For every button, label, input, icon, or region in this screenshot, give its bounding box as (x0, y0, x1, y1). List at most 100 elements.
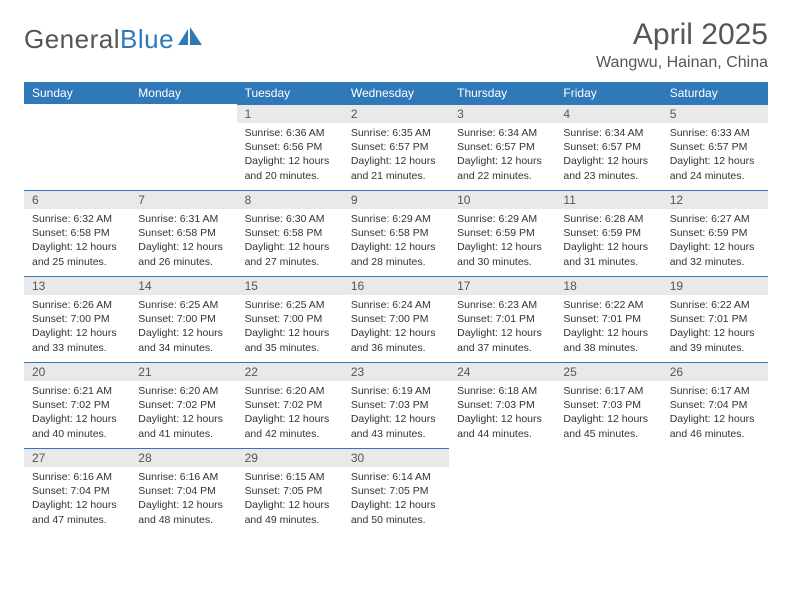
day-header: Thursday (449, 82, 555, 104)
day-number: 4 (555, 104, 661, 123)
sunrise-text: Sunrise: 6:32 AM (32, 212, 122, 226)
daylight-text: Daylight: 12 hours and 30 minutes. (457, 240, 547, 268)
sunrise-text: Sunrise: 6:36 AM (245, 126, 335, 140)
sunset-text: Sunset: 7:03 PM (351, 398, 441, 412)
day-number: 11 (555, 190, 661, 209)
sunrise-text: Sunrise: 6:35 AM (351, 126, 441, 140)
day-details: Sunrise: 6:19 AMSunset: 7:03 PMDaylight:… (343, 381, 449, 445)
calendar-day-cell: 3Sunrise: 6:34 AMSunset: 6:57 PMDaylight… (449, 104, 555, 190)
daylight-text: Daylight: 12 hours and 41 minutes. (138, 412, 228, 440)
calendar-day-cell: 20Sunrise: 6:21 AMSunset: 7:02 PMDayligh… (24, 362, 130, 448)
calendar-day-cell: 29Sunrise: 6:15 AMSunset: 7:05 PMDayligh… (237, 448, 343, 534)
day-number: 29 (237, 448, 343, 467)
sunrise-text: Sunrise: 6:25 AM (138, 298, 228, 312)
calendar-day-cell: 26Sunrise: 6:17 AMSunset: 7:04 PMDayligh… (662, 362, 768, 448)
sunrise-text: Sunrise: 6:18 AM (457, 384, 547, 398)
day-number: 26 (662, 362, 768, 381)
daylight-text: Daylight: 12 hours and 26 minutes. (138, 240, 228, 268)
day-details: Sunrise: 6:16 AMSunset: 7:04 PMDaylight:… (24, 467, 130, 531)
daylight-text: Daylight: 12 hours and 40 minutes. (32, 412, 122, 440)
sunset-text: Sunset: 7:00 PM (245, 312, 335, 326)
sunrise-text: Sunrise: 6:27 AM (670, 212, 760, 226)
sunset-text: Sunset: 6:59 PM (457, 226, 547, 240)
sunrise-text: Sunrise: 6:19 AM (351, 384, 441, 398)
calendar-day-cell: 11Sunrise: 6:28 AMSunset: 6:59 PMDayligh… (555, 190, 661, 276)
day-details: Sunrise: 6:36 AMSunset: 6:56 PMDaylight:… (237, 123, 343, 187)
daylight-text: Daylight: 12 hours and 24 minutes. (670, 154, 760, 182)
daylight-text: Daylight: 12 hours and 25 minutes. (32, 240, 122, 268)
day-number: 1 (237, 104, 343, 123)
day-header: Wednesday (343, 82, 449, 104)
day-details: Sunrise: 6:18 AMSunset: 7:03 PMDaylight:… (449, 381, 555, 445)
calendar-day-cell: 8Sunrise: 6:30 AMSunset: 6:58 PMDaylight… (237, 190, 343, 276)
day-details: Sunrise: 6:15 AMSunset: 7:05 PMDaylight:… (237, 467, 343, 531)
day-number: 5 (662, 104, 768, 123)
day-details: Sunrise: 6:20 AMSunset: 7:02 PMDaylight:… (130, 381, 236, 445)
day-details: Sunrise: 6:17 AMSunset: 7:03 PMDaylight:… (555, 381, 661, 445)
calendar-day-cell: 9Sunrise: 6:29 AMSunset: 6:58 PMDaylight… (343, 190, 449, 276)
sunrise-text: Sunrise: 6:15 AM (245, 470, 335, 484)
sunset-text: Sunset: 7:02 PM (32, 398, 122, 412)
calendar-day-cell: 25Sunrise: 6:17 AMSunset: 7:03 PMDayligh… (555, 362, 661, 448)
day-details: Sunrise: 6:29 AMSunset: 6:58 PMDaylight:… (343, 209, 449, 273)
daylight-text: Daylight: 12 hours and 42 minutes. (245, 412, 335, 440)
sunrise-text: Sunrise: 6:29 AM (351, 212, 441, 226)
day-details: Sunrise: 6:20 AMSunset: 7:02 PMDaylight:… (237, 381, 343, 445)
sail-icon (178, 27, 204, 52)
calendar-day-cell (24, 104, 130, 190)
sunrise-text: Sunrise: 6:23 AM (457, 298, 547, 312)
daylight-text: Daylight: 12 hours and 31 minutes. (563, 240, 653, 268)
title-block: April 2025 Wangwu, Hainan, China (596, 18, 768, 72)
sunset-text: Sunset: 7:01 PM (457, 312, 547, 326)
sunset-text: Sunset: 7:03 PM (563, 398, 653, 412)
calendar-week: 27Sunrise: 6:16 AMSunset: 7:04 PMDayligh… (24, 448, 768, 534)
day-number: 14 (130, 276, 236, 295)
day-number: 2 (343, 104, 449, 123)
day-details: Sunrise: 6:26 AMSunset: 7:00 PMDaylight:… (24, 295, 130, 359)
calendar-day-cell: 7Sunrise: 6:31 AMSunset: 6:58 PMDaylight… (130, 190, 236, 276)
calendar-day-cell: 5Sunrise: 6:33 AMSunset: 6:57 PMDaylight… (662, 104, 768, 190)
sunrise-text: Sunrise: 6:17 AM (563, 384, 653, 398)
day-number: 30 (343, 448, 449, 467)
calendar-day-cell (449, 448, 555, 534)
calendar-day-cell: 1Sunrise: 6:36 AMSunset: 6:56 PMDaylight… (237, 104, 343, 190)
calendar-day-cell: 28Sunrise: 6:16 AMSunset: 7:04 PMDayligh… (130, 448, 236, 534)
sunrise-text: Sunrise: 6:24 AM (351, 298, 441, 312)
sunset-text: Sunset: 6:57 PM (351, 140, 441, 154)
day-number: 6 (24, 190, 130, 209)
calendar-day-cell: 16Sunrise: 6:24 AMSunset: 7:00 PMDayligh… (343, 276, 449, 362)
day-number: 24 (449, 362, 555, 381)
day-details: Sunrise: 6:25 AMSunset: 7:00 PMDaylight:… (237, 295, 343, 359)
sunrise-text: Sunrise: 6:29 AM (457, 212, 547, 226)
sunset-text: Sunset: 6:57 PM (563, 140, 653, 154)
calendar-page: GeneralBlue April 2025 Wangwu, Hainan, C… (0, 0, 792, 552)
daylight-text: Daylight: 12 hours and 38 minutes. (563, 326, 653, 354)
calendar-table: SundayMondayTuesdayWednesdayThursdayFrid… (24, 82, 768, 534)
day-number: 27 (24, 448, 130, 467)
day-details: Sunrise: 6:25 AMSunset: 7:00 PMDaylight:… (130, 295, 236, 359)
day-details: Sunrise: 6:33 AMSunset: 6:57 PMDaylight:… (662, 123, 768, 187)
day-details: Sunrise: 6:34 AMSunset: 6:57 PMDaylight:… (555, 123, 661, 187)
calendar-week: 1Sunrise: 6:36 AMSunset: 6:56 PMDaylight… (24, 104, 768, 190)
daylight-text: Daylight: 12 hours and 45 minutes. (563, 412, 653, 440)
daylight-text: Daylight: 12 hours and 39 minutes. (670, 326, 760, 354)
sunset-text: Sunset: 7:05 PM (351, 484, 441, 498)
day-details: Sunrise: 6:23 AMSunset: 7:01 PMDaylight:… (449, 295, 555, 359)
calendar-week: 20Sunrise: 6:21 AMSunset: 7:02 PMDayligh… (24, 362, 768, 448)
brand-name: GeneralBlue (24, 24, 174, 55)
daylight-text: Daylight: 12 hours and 27 minutes. (245, 240, 335, 268)
sunset-text: Sunset: 7:00 PM (138, 312, 228, 326)
calendar-day-cell: 19Sunrise: 6:22 AMSunset: 7:01 PMDayligh… (662, 276, 768, 362)
day-details: Sunrise: 6:31 AMSunset: 6:58 PMDaylight:… (130, 209, 236, 273)
sunset-text: Sunset: 6:57 PM (457, 140, 547, 154)
sunrise-text: Sunrise: 6:17 AM (670, 384, 760, 398)
day-number: 19 (662, 276, 768, 295)
day-details: Sunrise: 6:34 AMSunset: 6:57 PMDaylight:… (449, 123, 555, 187)
sunset-text: Sunset: 6:56 PM (245, 140, 335, 154)
sunrise-text: Sunrise: 6:21 AM (32, 384, 122, 398)
day-details: Sunrise: 6:30 AMSunset: 6:58 PMDaylight:… (237, 209, 343, 273)
sunrise-text: Sunrise: 6:20 AM (245, 384, 335, 398)
day-number: 3 (449, 104, 555, 123)
sunset-text: Sunset: 7:00 PM (351, 312, 441, 326)
calendar-day-cell: 22Sunrise: 6:20 AMSunset: 7:02 PMDayligh… (237, 362, 343, 448)
